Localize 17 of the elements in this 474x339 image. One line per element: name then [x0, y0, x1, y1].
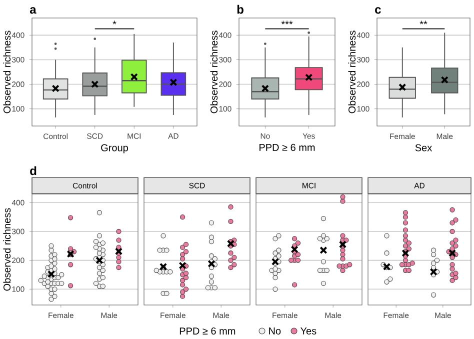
- text: d: [30, 166, 36, 176]
- legend-title: PPD ≥ 6 mm: [180, 327, 236, 335]
- x-axis-title: Group: [101, 144, 128, 154]
- legend-label: No: [269, 328, 281, 334]
- annotation: **: [420, 20, 428, 24]
- chart-title: a: [30, 7, 36, 14]
- y-axis-title: Observed richness: [348, 30, 356, 114]
- annotation: ***: [281, 20, 293, 24]
- x-axis-title: PPD ≥ 6 mm: [260, 144, 315, 152]
- annotation: *: [112, 20, 116, 24]
- y-axis-title: Observed richness: [3, 30, 11, 114]
- x-axis-title: Sex: [415, 144, 432, 152]
- chart-title: c: [375, 7, 381, 14]
- y-axis-title: Observed richness: [3, 208, 11, 291]
- y-axis-title: Observed richness: [210, 30, 218, 114]
- chart-title: b: [237, 4, 244, 14]
- legend-label: Yes: [300, 328, 316, 334]
